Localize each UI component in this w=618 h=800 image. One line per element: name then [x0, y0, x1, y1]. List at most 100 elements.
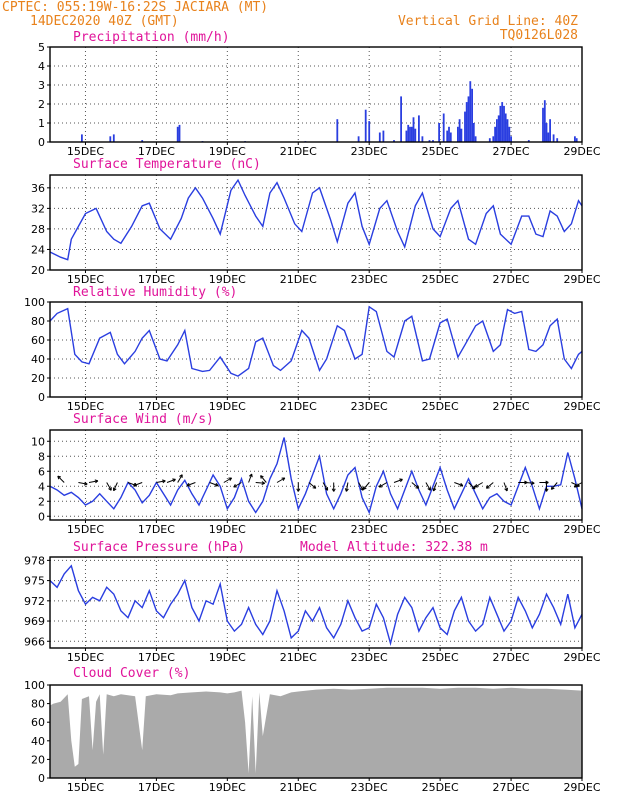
rh-line	[49, 305, 583, 377]
pressure-xtick-label: 21DEC	[280, 651, 317, 664]
cloud-xtick-label: 19DEC	[209, 781, 246, 794]
wind-arrow	[485, 482, 494, 489]
wind-xtick-label: 17DEC	[138, 523, 175, 536]
temp-xtick-label: 23DEC	[351, 273, 388, 286]
wind-arrow	[88, 479, 99, 484]
precip-bar	[547, 132, 550, 142]
precip-bar	[421, 136, 424, 142]
temp-xtick-label: 21DEC	[280, 273, 317, 286]
precip-xtick-label: 25DEC	[422, 145, 459, 158]
precip-bar	[508, 126, 511, 142]
precip-xtick-label: 21DEC	[280, 145, 317, 158]
wind-arrow	[474, 482, 483, 488]
precip-ytick-label: 4	[38, 60, 45, 73]
wind-arrow	[539, 480, 549, 485]
temp-frame	[49, 174, 583, 271]
precip-bar	[141, 140, 144, 142]
wind-arrow	[166, 478, 176, 483]
rh-xtick-label: 25DEC	[422, 400, 459, 413]
rh-ytick-label: 100	[24, 296, 45, 309]
precip-bar	[552, 134, 555, 142]
precip-bar	[457, 126, 459, 142]
cloud-ytick-label: 60	[31, 716, 45, 729]
wind-arrow	[186, 482, 196, 487]
wind-xtick-label: 27DEC	[493, 523, 530, 536]
temp-ytick-label: 20	[31, 264, 45, 277]
cloud-ytick-label: 80	[31, 698, 45, 711]
wind-arrow	[378, 482, 388, 488]
cloud-xtick-label: 27DEC	[493, 781, 530, 794]
header-datetime: 14DEC2020 40Z (GMT)	[30, 14, 179, 29]
rh-ytick-label: 80	[31, 315, 45, 328]
wind-arrow	[393, 478, 403, 483]
precip-xtick-label: 19DEC	[209, 145, 246, 158]
rh-xtick-label: 23DEC	[351, 400, 388, 413]
cloud-ytick-label: 40	[31, 735, 45, 748]
wind-title: Surface Wind (m/s)	[73, 412, 214, 427]
header-grid-line: Vertical Grid Line: 40Z	[398, 14, 578, 29]
cloud-ytick-label: 100	[24, 679, 45, 692]
precip-bar	[460, 128, 463, 142]
rh-xtick-label: 15DEC	[67, 400, 104, 413]
wind-arrow	[544, 482, 549, 492]
wind-panel: 0 2 4 6 8 10 15DEC 17DEC 19DEC 21DEC 23DEC 25DEC 27D…	[31, 429, 601, 536]
precip-ytick-label: 1	[38, 117, 45, 130]
temp-title: Surface Temperature (nC)	[73, 157, 261, 172]
temp-panel: 20 24 28 32 36 15DEC 17DEC 19DEC 21DEC 23DEC 25DEC…	[31, 174, 601, 286]
temp-xtick-label: 19DEC	[209, 273, 246, 286]
rh-ytick-label: 20	[31, 372, 45, 385]
precip-bar	[467, 96, 470, 142]
pressure-xtick-label: 27DEC	[493, 651, 530, 664]
temp-xtick-label: 15DEC	[67, 273, 104, 286]
pressure-ytick-label: 978	[24, 554, 45, 567]
plots-group: 0 1 2 3 4 5 15DEC 17DEC 19DEC 21DEC 23DEC 25DEC 27DE…	[24, 41, 601, 794]
precip-bar	[368, 121, 371, 142]
precip-bar	[414, 128, 417, 142]
precip-bar	[556, 138, 559, 142]
rh-title: Relative Humidity (%)	[73, 285, 237, 300]
wind-arrow	[503, 482, 508, 492]
wind-arrow	[57, 475, 65, 483]
pressure-xtick-label: 17DEC	[138, 651, 175, 664]
wind-arrow	[260, 475, 267, 483]
wind-arrow	[573, 482, 583, 488]
wind-arrow	[550, 482, 558, 490]
wind-xtick-label: 29DEC	[563, 523, 600, 536]
wind-line	[49, 437, 583, 515]
wind-arrow	[177, 474, 183, 483]
pressure-xtick-label: 15DEC	[67, 651, 104, 664]
precip-bar	[438, 123, 440, 142]
cloud-xtick-label: 17DEC	[138, 781, 175, 794]
rh-panel: 0 20 40 60 80 100 15DEC 17DEC 19DEC 21DEC 23DEC 25D…	[24, 296, 601, 413]
rh-xtick-label: 21DEC	[280, 400, 317, 413]
precip-bar	[176, 126, 179, 142]
precip-bar	[497, 115, 500, 142]
pressure-xtick-label: 25DEC	[422, 651, 459, 664]
pressure-frame	[49, 556, 583, 649]
precip-title: Precipitation (mm/h)	[73, 30, 230, 45]
wind-arrow	[425, 482, 431, 491]
wind-arrow	[156, 479, 166, 484]
precip-bar	[448, 126, 450, 142]
precip-panel: 0 1 2 3 4 5 15DEC 17DEC 19DEC 21DEC 23DEC 25DEC 27DE…	[38, 41, 601, 158]
rh-xtick-label: 17DEC	[138, 400, 175, 413]
precip-bar	[494, 126, 496, 142]
precip-xtick-label: 29DEC	[563, 145, 600, 158]
precip-bar	[464, 111, 466, 142]
precip-frame	[49, 46, 583, 143]
temp-ytick-label: 32	[31, 202, 45, 215]
wind-arrow	[248, 473, 253, 483]
wind-arrow	[276, 477, 286, 483]
wind-arrow	[331, 482, 336, 492]
wind-arrow	[432, 482, 438, 492]
precip-xtick-label: 15DEC	[67, 145, 104, 158]
precip-bar	[574, 136, 576, 142]
precip-bar	[492, 136, 495, 142]
precip-bar	[506, 119, 509, 142]
precip-bar	[112, 134, 115, 142]
precip-bar	[418, 115, 420, 142]
pressure-xtick-label: 29DEC	[563, 651, 600, 664]
precip-xtick-label: 23DEC	[351, 145, 388, 158]
header-station: CPTEC: 055:19W-16:22S JACIARA (MT)	[2, 0, 268, 15]
precip-bar	[405, 130, 408, 142]
